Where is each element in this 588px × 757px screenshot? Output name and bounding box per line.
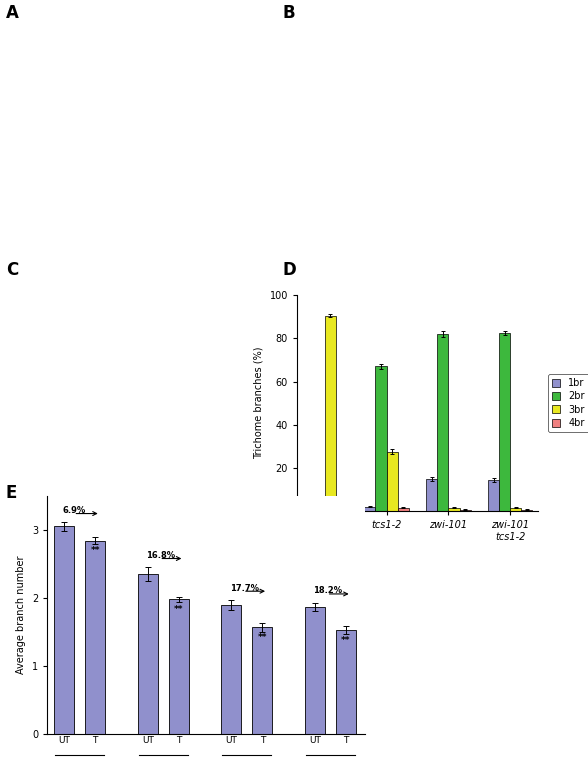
Bar — [336, 630, 356, 734]
Text: **: ** — [91, 547, 100, 555]
Y-axis label: Trichome branches (%): Trichome branches (%) — [254, 347, 264, 459]
Bar — [510, 508, 522, 511]
Bar — [437, 334, 449, 511]
Text: 6.9%: 6.9% — [62, 506, 86, 515]
Y-axis label: Average branch number: Average branch number — [16, 556, 26, 674]
Bar — [488, 480, 499, 511]
Text: 18.2%: 18.2% — [313, 587, 343, 595]
Bar — [397, 508, 409, 511]
Bar — [221, 605, 242, 734]
Bar — [169, 600, 189, 734]
Bar — [459, 510, 470, 511]
Bar — [449, 508, 459, 511]
Text: **: ** — [341, 636, 350, 644]
Legend: 1br, 2br, 3br, 4br: 1br, 2br, 3br, 4br — [547, 374, 588, 432]
Text: C: C — [6, 261, 18, 279]
Text: D: D — [282, 261, 296, 279]
Bar — [313, 497, 325, 511]
Bar — [325, 316, 336, 511]
Text: **: ** — [258, 633, 267, 642]
Text: 17.7%: 17.7% — [230, 584, 259, 593]
Bar — [138, 575, 158, 734]
Text: E: E — [6, 484, 17, 503]
Bar — [386, 452, 397, 511]
Bar — [426, 478, 437, 511]
Bar — [376, 366, 386, 511]
Bar — [365, 506, 376, 511]
Text: B: B — [282, 4, 295, 22]
Bar — [305, 607, 325, 734]
Bar — [85, 540, 105, 734]
Bar — [336, 508, 347, 511]
Text: A: A — [6, 4, 19, 22]
Bar — [302, 508, 313, 511]
Bar — [252, 628, 272, 734]
Text: **: ** — [174, 605, 183, 614]
Bar — [54, 527, 74, 734]
Bar — [499, 333, 510, 511]
Text: 16.8%: 16.8% — [146, 551, 175, 560]
Bar — [522, 510, 533, 511]
